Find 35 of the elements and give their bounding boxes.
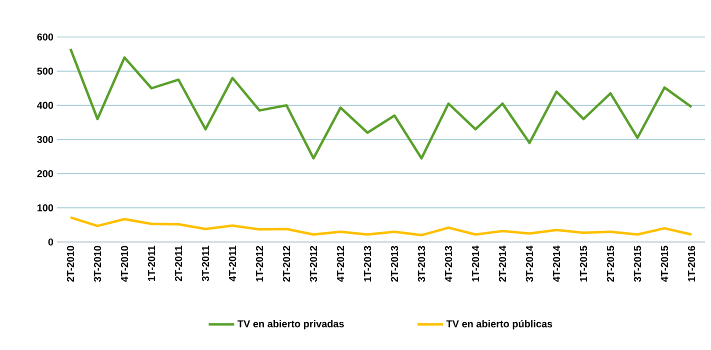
y-tick-label: 0: [48, 238, 54, 246]
y-tick-label: 400: [37, 102, 54, 109]
x-tick-label: 1T-2011: [148, 246, 156, 281]
x-tick-label: 1T-2014: [472, 246, 480, 282]
x-tick-label: 1T-2012: [256, 246, 264, 282]
legend-label: TV en abierto públicas: [446, 320, 552, 330]
x-tick-label: 4T-2011: [228, 246, 236, 282]
line-series: [69, 216, 693, 236]
y-tick-label: 500: [37, 68, 54, 75]
x-tick-label: 3T-2012: [310, 246, 318, 282]
y-tick-label: 600: [37, 33, 54, 41]
x-tick-label: 3T-2014: [526, 246, 534, 282]
x-tick-label: 2T-2012: [282, 246, 290, 282]
x-tick-label: 1T-2016: [688, 246, 696, 282]
y-tick-label: 300: [37, 136, 54, 144]
x-tick-label: 3T-2015: [634, 246, 642, 282]
x-tick-label: 4T-2014: [552, 246, 560, 282]
x-tick-label: 4T-2015: [660, 246, 668, 282]
line-series: [69, 48, 693, 160]
y-tick-label: 100: [37, 204, 54, 212]
x-tick-label: 3T-2011: [202, 246, 210, 282]
x-tick-label: 2T-2015: [606, 246, 614, 282]
x-tick-label: 4T-2013: [444, 246, 452, 282]
x-tick-label: 1T-2015: [580, 246, 588, 282]
x-tick-label: 2T-2014: [498, 246, 506, 282]
x-tick-label: 1T-2013: [364, 246, 372, 282]
x-tick-label: 2T-2010: [66, 246, 74, 282]
x-tick-label: 4T-2012: [336, 246, 344, 282]
x-tick-label: 2T-2013: [390, 246, 398, 282]
legend-label: TV en abierto privadas: [238, 320, 344, 330]
y-tick-label: 200: [37, 170, 54, 178]
x-tick-label: 4T-2010: [120, 246, 128, 282]
x-tick-label: 3T-2010: [94, 246, 102, 282]
x-tick-label: 2T-2011: [174, 246, 182, 282]
x-tick-label: 3T-2013: [418, 246, 426, 282]
